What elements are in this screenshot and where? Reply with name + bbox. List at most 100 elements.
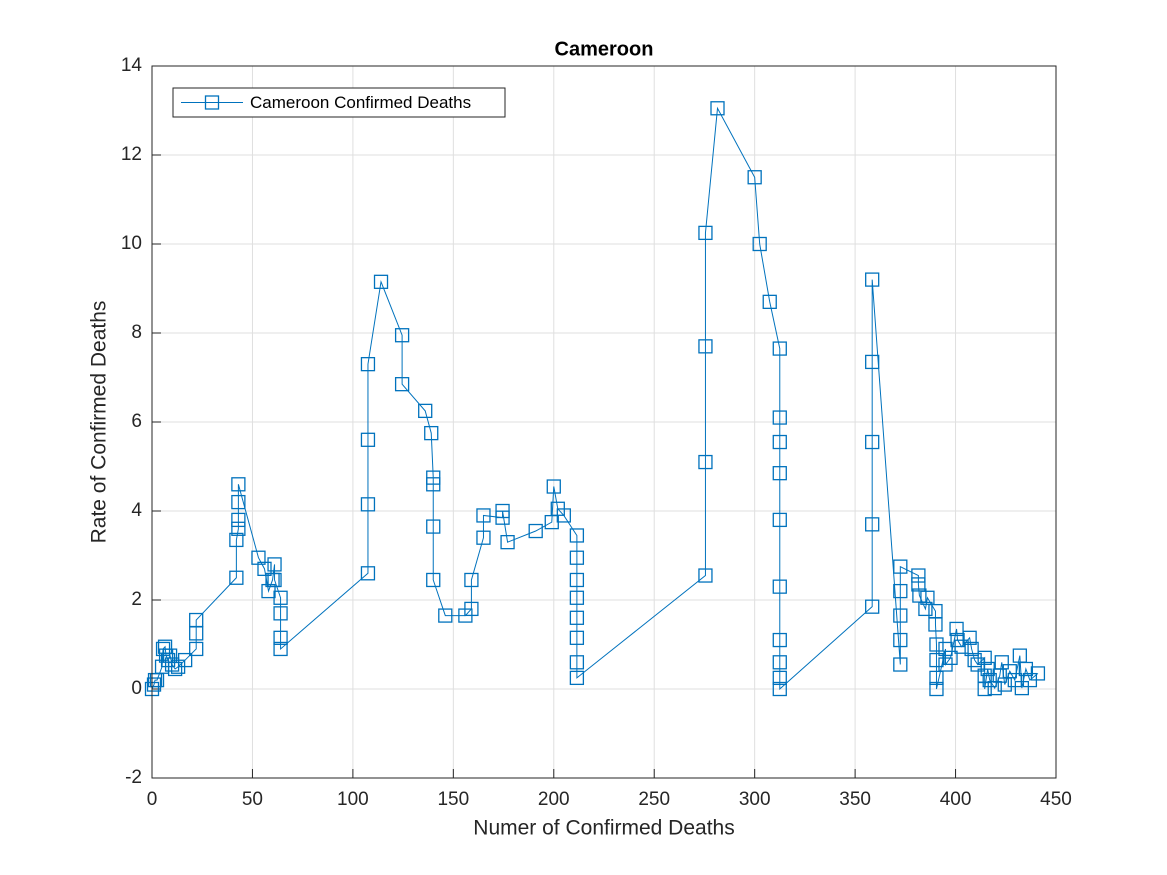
data-point [189, 612, 204, 628]
legend-label: Cameroon Confirmed Deaths [250, 93, 471, 112]
data-point [438, 608, 453, 623]
data-point [772, 434, 787, 450]
data-point [929, 670, 944, 686]
data-point [167, 661, 183, 677]
data-point [267, 557, 282, 572]
data-point [426, 572, 441, 588]
data-point [569, 630, 585, 645]
data-point [994, 655, 1009, 670]
data-point [893, 632, 908, 648]
x-tick-label: 50 [242, 789, 263, 810]
x-tick-label: 150 [437, 789, 469, 810]
y-tick-label: 10 [121, 233, 142, 254]
data-point [273, 606, 288, 621]
series-line [151, 106, 1039, 691]
data-point [865, 434, 880, 450]
data-point [1030, 666, 1046, 681]
data-point [257, 561, 272, 576]
data-point [569, 528, 585, 543]
data-point [920, 590, 935, 605]
data-point [426, 477, 441, 492]
data-point [929, 637, 944, 652]
data-point [772, 632, 787, 648]
data-point [556, 508, 571, 523]
data-point [569, 550, 585, 565]
data-point [418, 403, 433, 419]
data-point [893, 608, 908, 623]
data-point [977, 650, 992, 665]
data-point [569, 610, 585, 625]
data-point [1002, 664, 1017, 679]
data-point [360, 497, 376, 512]
data-point [426, 519, 441, 534]
data-point [231, 477, 246, 492]
data-point [394, 377, 410, 392]
data-point [267, 572, 282, 588]
data-point [569, 655, 585, 670]
data-point [943, 650, 958, 665]
data-point [424, 425, 439, 441]
y-tick-label: 2 [131, 589, 142, 610]
data-point [954, 639, 969, 654]
chart-title: Cameroon [555, 38, 654, 60]
data-point [360, 566, 376, 581]
data-point [762, 294, 777, 310]
data-point [569, 590, 585, 605]
data-point [982, 672, 997, 688]
data-point [962, 630, 977, 645]
data-point [698, 454, 713, 470]
data-point [911, 577, 926, 592]
data-point [929, 681, 944, 697]
data-point [893, 583, 908, 599]
data-point [893, 657, 908, 672]
data-point [893, 559, 908, 574]
x-axis-label: Numer of Confirmed Deaths [473, 817, 734, 840]
data-point [949, 621, 964, 637]
data-point [928, 617, 943, 632]
data-point [772, 681, 787, 697]
axes-box [151, 65, 1057, 779]
data-point [967, 652, 982, 668]
data-point [698, 339, 713, 354]
data-point [476, 508, 491, 523]
x-tick-label: 450 [1040, 789, 1072, 810]
data-point [231, 512, 246, 528]
data-point [394, 328, 410, 343]
y-tick-label: 0 [131, 678, 142, 699]
x-tick-label: 300 [739, 789, 771, 810]
y-tick-label: 12 [121, 144, 142, 165]
data-point [772, 655, 787, 670]
data-point [865, 272, 880, 287]
data-point [360, 432, 376, 447]
data-point [273, 590, 288, 605]
x-tick-label: 400 [940, 789, 972, 810]
x-tick-label: 200 [538, 789, 570, 810]
data-point [569, 572, 585, 588]
data-point [528, 523, 543, 539]
data-point [772, 410, 787, 425]
data-point [495, 503, 510, 519]
data-point [772, 512, 787, 528]
data-point [865, 599, 880, 614]
legend-marker [204, 95, 220, 110]
data-point [464, 572, 479, 588]
data-point [938, 641, 953, 657]
data-point [977, 681, 992, 697]
y-tick-label: 6 [131, 411, 142, 432]
data-point [229, 532, 244, 548]
data-point [865, 354, 880, 370]
y-tick-label: -2 [125, 767, 142, 788]
data-point [273, 641, 288, 657]
data-point [772, 466, 787, 481]
data-point [772, 341, 787, 356]
data-point [569, 670, 585, 686]
data-point [146, 677, 162, 692]
data-point [747, 170, 762, 185]
y-tick-label: 4 [131, 500, 142, 521]
data-point [231, 521, 246, 536]
data-point [698, 225, 713, 241]
data-point [865, 517, 880, 532]
data-point [911, 568, 926, 583]
data-point [698, 568, 713, 583]
